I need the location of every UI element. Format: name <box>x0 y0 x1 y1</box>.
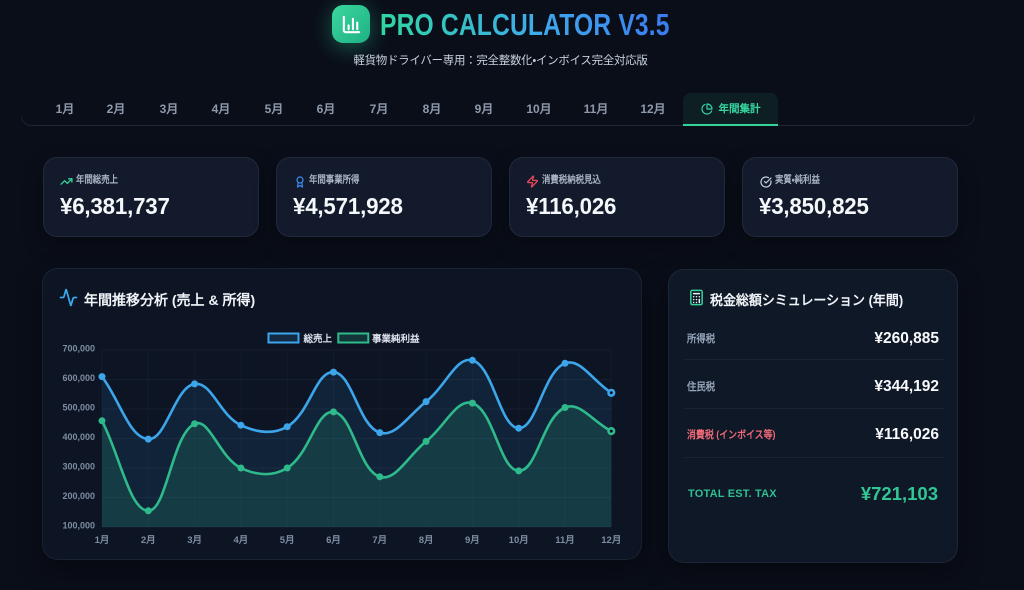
svg-text:4月: 4月 <box>234 535 249 546</box>
svg-text:700,000: 700,000 <box>62 344 95 354</box>
svg-text:1月: 1月 <box>95 535 110 546</box>
svg-text:600,000: 600,000 <box>62 373 95 383</box>
svg-text:10月: 10月 <box>509 535 529 546</box>
svg-text:400,000: 400,000 <box>62 432 95 442</box>
svg-text:500,000: 500,000 <box>62 403 95 413</box>
svg-text:総売上: 総売上 <box>303 333 333 345</box>
svg-text:2月: 2月 <box>141 535 156 546</box>
svg-text:300,000: 300,000 <box>62 462 95 472</box>
svg-text:8月: 8月 <box>419 535 434 546</box>
svg-text:7月: 7月 <box>372 535 387 546</box>
svg-text:9月: 9月 <box>465 535 480 546</box>
svg-text:5月: 5月 <box>280 535 295 546</box>
svg-text:事業純利益: 事業純利益 <box>372 333 420 345</box>
svg-text:200,000: 200,000 <box>62 491 95 501</box>
svg-text:3月: 3月 <box>187 535 202 546</box>
svg-text:12月: 12月 <box>601 535 621 546</box>
svg-text:6月: 6月 <box>326 535 341 546</box>
svg-text:11月: 11月 <box>555 535 575 546</box>
svg-text:100,000: 100,000 <box>62 521 95 531</box>
